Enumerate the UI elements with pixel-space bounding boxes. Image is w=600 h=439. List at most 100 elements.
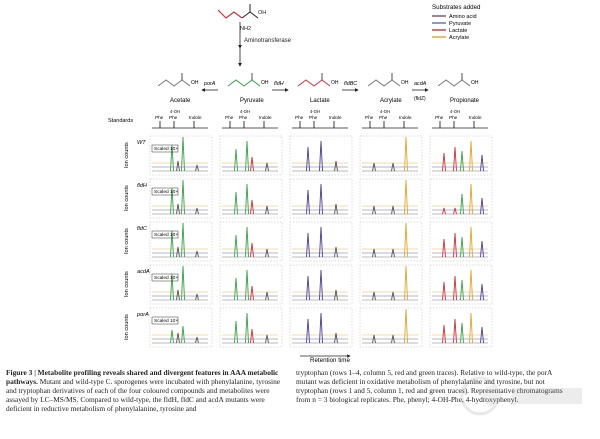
chromatogram-peak (195, 164, 199, 172)
chromatogram-peak (234, 277, 238, 301)
chromatogram-peak (453, 232, 457, 258)
chromatogram-peak (245, 312, 249, 344)
standards-peak-label: Phe (435, 115, 444, 120)
oh-label: OH (261, 80, 269, 86)
chromatogram-panel (359, 307, 423, 348)
chromatogram-peak (460, 322, 464, 344)
chromatogram-peak (181, 325, 185, 344)
caption-heading: Figure 3 | Metabolite profiling reveals … (6, 368, 279, 387)
standards-tag: 4-OH (310, 109, 320, 114)
standards-peak-label: Phe (155, 115, 164, 120)
chromatogram-peak (250, 328, 254, 344)
chromatogram-panel (219, 178, 283, 219)
caption-right: tryptophan (rows 1–4, column 5, red and … (296, 368, 574, 404)
chromatogram-peak (372, 291, 376, 301)
chromatogram-panel (429, 135, 493, 176)
chromatogram-peak (181, 179, 185, 215)
chromatogram-panel (289, 135, 353, 176)
chromatogram-peak (442, 281, 446, 301)
chromatogram-peak (460, 193, 464, 215)
chromatogram-peak (334, 246, 338, 258)
chromatogram-peak (460, 236, 464, 258)
chromatogram-peak (176, 246, 180, 258)
compound-skeleton (297, 79, 331, 87)
chromatogram-panel (289, 178, 353, 219)
standards-peak-label: Indole (259, 115, 272, 120)
standards-peak-label: Phe (309, 115, 318, 120)
legend-item-label: Amino acid (449, 14, 477, 20)
standards-peak-label: Phe (379, 115, 388, 120)
chromatogram-peak (460, 279, 464, 301)
standards-peak-label: Indole (189, 115, 202, 120)
chromatogram-panel (219, 221, 283, 262)
standards-tag: 4-OH (240, 109, 250, 114)
chromatogram-peak (460, 150, 464, 172)
chromatogram-peak (404, 222, 408, 258)
chromatogram-peak (319, 269, 323, 301)
chromatogram-panel (359, 264, 423, 305)
chromatogram-peak (453, 275, 457, 301)
chromatogram-peak (372, 205, 376, 215)
row-label: fldH (137, 183, 148, 189)
compound-label: Acetate (170, 98, 191, 104)
chromatogram-peak (334, 289, 338, 301)
chromatogram-panel (149, 178, 213, 219)
chromatogram-panel (219, 264, 283, 305)
standards-peak-label: Phe (295, 115, 304, 120)
row-label: porA (136, 312, 149, 318)
enzyme-sublabel: (fldZ) (414, 96, 426, 102)
legend-title: Substrates added (432, 4, 481, 11)
standards-peak-label: Phe (225, 115, 234, 120)
legend-item-label: Acrylate (449, 35, 469, 41)
chromatogram-peak (245, 226, 249, 258)
compound-label: Acrylate (380, 98, 402, 104)
chromatogram-panel (289, 264, 353, 305)
chromatogram-peak (265, 291, 269, 301)
chromatogram-peak (480, 240, 484, 258)
oh-label: OH (401, 80, 409, 86)
chromatogram-peak (195, 293, 199, 301)
y-axis-label: Ion counts (124, 228, 130, 254)
chromatogram-peak (176, 332, 180, 344)
chromatogram-peak (265, 205, 269, 215)
chromatogram-panel (149, 307, 213, 348)
svg-text:OH: OH (258, 10, 266, 16)
y-axis-label: Ion counts (124, 314, 130, 340)
chromatogram-peak (319, 183, 323, 215)
chromatogram-panel (149, 221, 213, 262)
chromatogram-peak (404, 265, 408, 301)
chromatogram-panel (429, 264, 493, 305)
chromatogram-peak (391, 205, 395, 215)
chromatogram-peak (480, 197, 484, 215)
chromatogram-grid: Ion counts WT Scaled 10× Ion counts fldH Scal… (124, 135, 493, 358)
chromatogram-peak (319, 312, 323, 344)
chromatogram-panel (149, 264, 213, 305)
standards-peak-label: Indole (469, 115, 482, 120)
row-label: fldC (137, 226, 148, 232)
chromatogram-peak (469, 312, 473, 344)
chromatogram-peak (442, 207, 446, 215)
chromatogram-peak (334, 160, 338, 172)
row-label: acdA (137, 269, 150, 275)
chromatogram-peak (480, 326, 484, 344)
chromatogram-peak (181, 222, 185, 258)
chromatogram-peak (250, 242, 254, 258)
chromatogram-peak (265, 334, 269, 344)
standards-tag: 4-OH (380, 109, 390, 114)
y-axis-label: Ion counts (124, 185, 130, 211)
chromatogram-peak (372, 162, 376, 172)
oh-label: OH (471, 80, 479, 86)
chromatogram-peak (391, 334, 395, 344)
scaled-label: Scaled 10× (154, 146, 178, 152)
legend-item-label: Lactate (449, 28, 467, 34)
chromatogram-peak (391, 291, 395, 301)
chromatogram-peak (306, 232, 310, 258)
enzyme-label: fldH (274, 81, 284, 87)
compound-skeleton (367, 79, 401, 87)
chromatogram-peak (170, 329, 174, 344)
standards-peak-label: Phe (365, 115, 374, 120)
scaled-box (151, 230, 179, 239)
chromatogram-peak (234, 148, 238, 172)
compound-label: Propionate (450, 98, 480, 104)
